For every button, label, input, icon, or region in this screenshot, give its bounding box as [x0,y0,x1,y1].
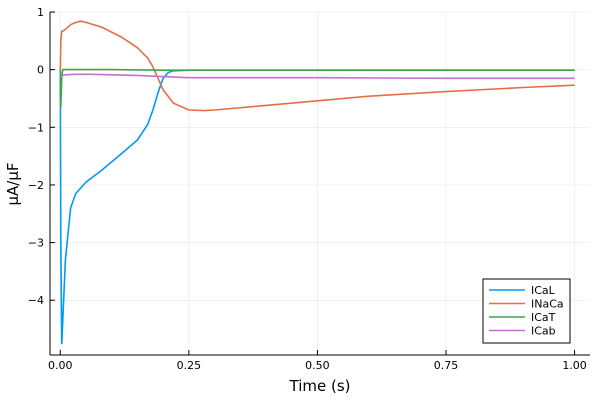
y-tick-label: 0 [37,64,44,77]
legend-label-icat: ICaT [531,311,556,324]
x-ticks: 0.00 0.25 0.50 0.75 1.00 [48,350,587,372]
y-ticks: 1 0 −1 −2 −3 −4 [28,6,55,307]
y-tick-label: −3 [28,237,44,250]
x-tick-label: 0.75 [434,359,459,372]
x-tick-label: 1.00 [562,359,587,372]
legend-label-icab: ICab [531,325,556,338]
legend-box [482,278,571,344]
legend-label-ical: ICaL [531,284,556,297]
series-line-icab [60,73,575,80]
series-layer [59,20,575,345]
x-tick-label: 0.00 [48,359,73,372]
legend-label-inaca: INaCa [531,298,564,311]
y-tick-label: −1 [28,121,44,134]
x-tick-label: 0.50 [305,359,330,372]
x-axis-label: Time (s) [289,377,351,395]
series-line-icat [59,68,575,108]
y-tick-label: −4 [28,294,44,307]
y-tick-label: 1 [37,6,44,19]
y-tick-label: −2 [28,179,44,192]
series-line-inaca [59,20,575,112]
y-axis-label: μA/μF [4,162,22,205]
x-tick-label: 0.25 [177,359,202,372]
